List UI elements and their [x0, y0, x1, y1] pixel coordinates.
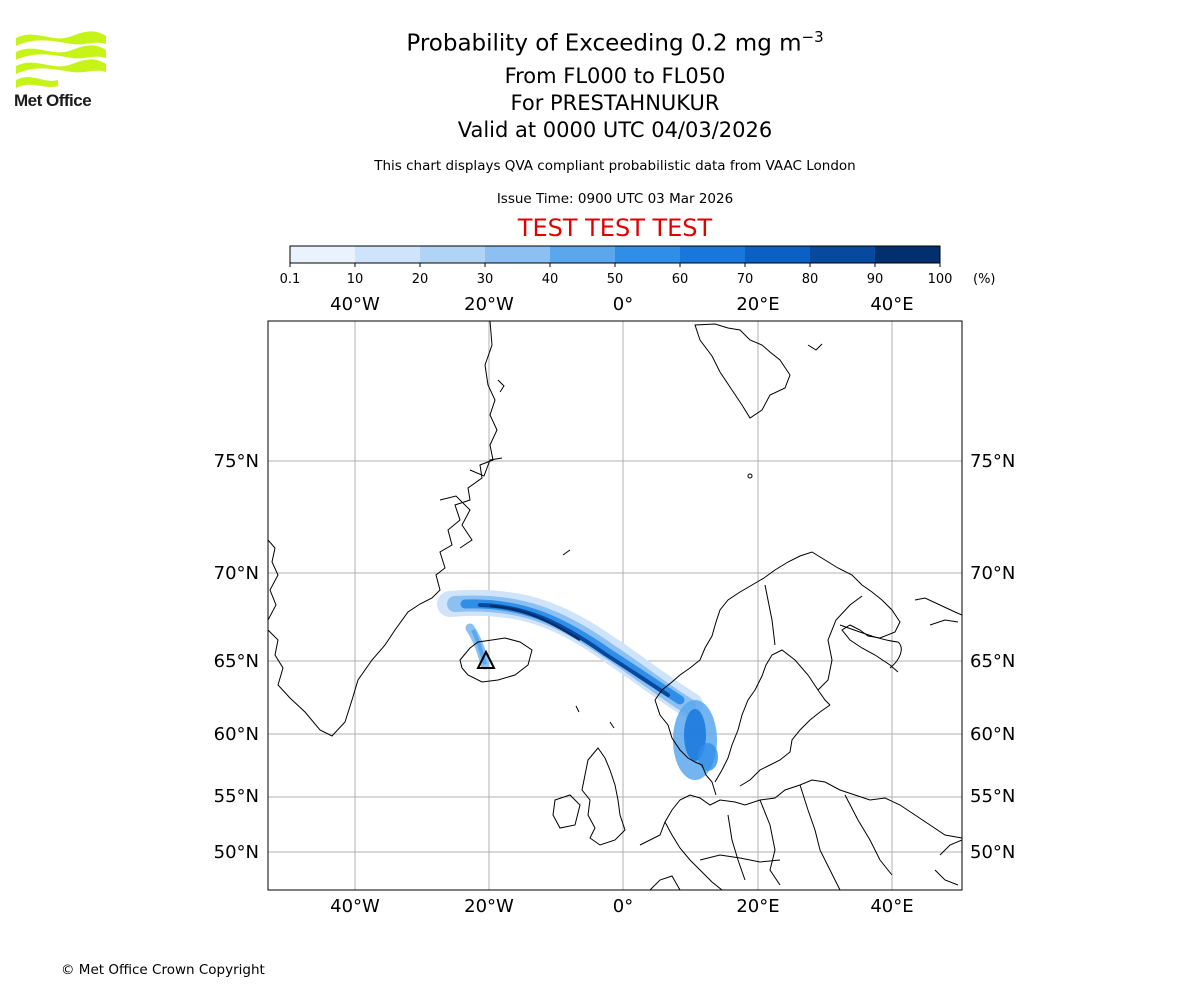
colorbar-tick-label: 60 — [672, 272, 689, 287]
coastlines — [268, 321, 962, 890]
lat-label: 70°N — [970, 563, 1015, 584]
lon-labels-top: 40°W 20°W 0° 20°E 40°E — [330, 294, 913, 315]
colorbar-cell — [355, 246, 421, 263]
colorbar-cell — [810, 246, 876, 263]
lon-label: 20°E — [736, 896, 779, 917]
test-banner: TEST TEST TEST — [517, 214, 713, 242]
met-office-logo — [16, 31, 106, 88]
map-frame — [267, 320, 963, 891]
chart-title-text: Probability of Exceeding 0.2 mg m — [406, 30, 802, 57]
lat-label: 60°N — [214, 724, 259, 745]
lon-label: 0° — [613, 896, 633, 917]
colorbar-unit: (%) — [973, 272, 996, 287]
lat-label: 50°N — [214, 842, 259, 863]
lon-label: 40°W — [330, 294, 380, 315]
colorbar-cell — [875, 246, 941, 263]
lon-label: 40°E — [870, 896, 913, 917]
lat-label: 55°N — [214, 786, 259, 807]
colorbar-tick-label: 50 — [607, 272, 624, 287]
colorbar-tick-label: 20 — [412, 272, 429, 287]
lon-label: 0° — [613, 294, 633, 315]
lat-labels-right: 75°N 70°N 65°N 60°N 55°N 50°N — [970, 451, 1015, 863]
ash-probability-plume — [437, 589, 718, 780]
colorbar-tick-label: 40 — [542, 272, 559, 287]
data-source-note: This chart displays QVA compliant probab… — [374, 158, 856, 174]
volcano-name: For PRESTAHNUKUR — [510, 91, 720, 115]
colorbar-cell — [615, 246, 681, 263]
colorbar-tick-label: 100 — [928, 272, 953, 287]
lat-label: 70°N — [214, 563, 259, 584]
copyright-notice: © Met Office Crown Copyright — [61, 962, 265, 978]
issue-time: Issue Time: 0900 UTC 03 Mar 2026 — [496, 191, 734, 207]
volcano-marker-icon — [476, 649, 496, 669]
colorbar-cell — [290, 246, 356, 263]
lat-label: 55°N — [970, 786, 1015, 807]
colorbar-tick-label: 80 — [802, 272, 819, 287]
colorbar-tick-label: 90 — [867, 272, 884, 287]
graticule — [268, 321, 962, 890]
lat-label: 75°N — [970, 451, 1015, 472]
colorbar-cell — [420, 246, 486, 263]
colorbar-tick-label: 70 — [737, 272, 754, 287]
lat-label: 75°N — [214, 451, 259, 472]
lon-label: 40°W — [330, 896, 380, 917]
colorbar-tick-label: 10 — [347, 272, 364, 287]
lon-label: 20°E — [736, 294, 779, 315]
lon-label: 40°E — [870, 294, 913, 315]
lat-label: 65°N — [214, 651, 259, 672]
colorbar-tick-label: 0.1 — [280, 272, 301, 287]
flight-level-range: From FL000 to FL050 — [504, 64, 726, 88]
lat-label: 65°N — [970, 651, 1015, 672]
colorbar-cell — [485, 246, 551, 263]
lon-labels-bottom: 40°W 20°W 0° 20°E 40°E — [330, 896, 913, 917]
lat-label: 60°N — [970, 724, 1015, 745]
lon-label: 20°W — [464, 294, 514, 315]
lat-label: 50°N — [970, 842, 1015, 863]
colorbar-tick-label: 30 — [477, 272, 494, 287]
colorbar-cell — [745, 246, 811, 263]
chart-title: Probability of Exceeding 0.2 mg m−3 — [0, 28, 1200, 57]
lat-labels-left: 75°N 70°N 65°N 60°N 55°N 50°N — [214, 451, 259, 863]
colorbar-cell — [680, 246, 746, 263]
colorbar: 0.1 10 20 30 40 50 60 70 80 90 100 (%) — [280, 245, 996, 287]
lon-label: 20°W — [464, 896, 514, 917]
chart-title-unit-exponent: −3 — [801, 28, 824, 46]
met-office-logo-text: Met Office — [14, 91, 92, 110]
valid-time: Valid at 0000 UTC 04/03/2026 — [457, 118, 773, 142]
colorbar-cell — [550, 246, 616, 263]
